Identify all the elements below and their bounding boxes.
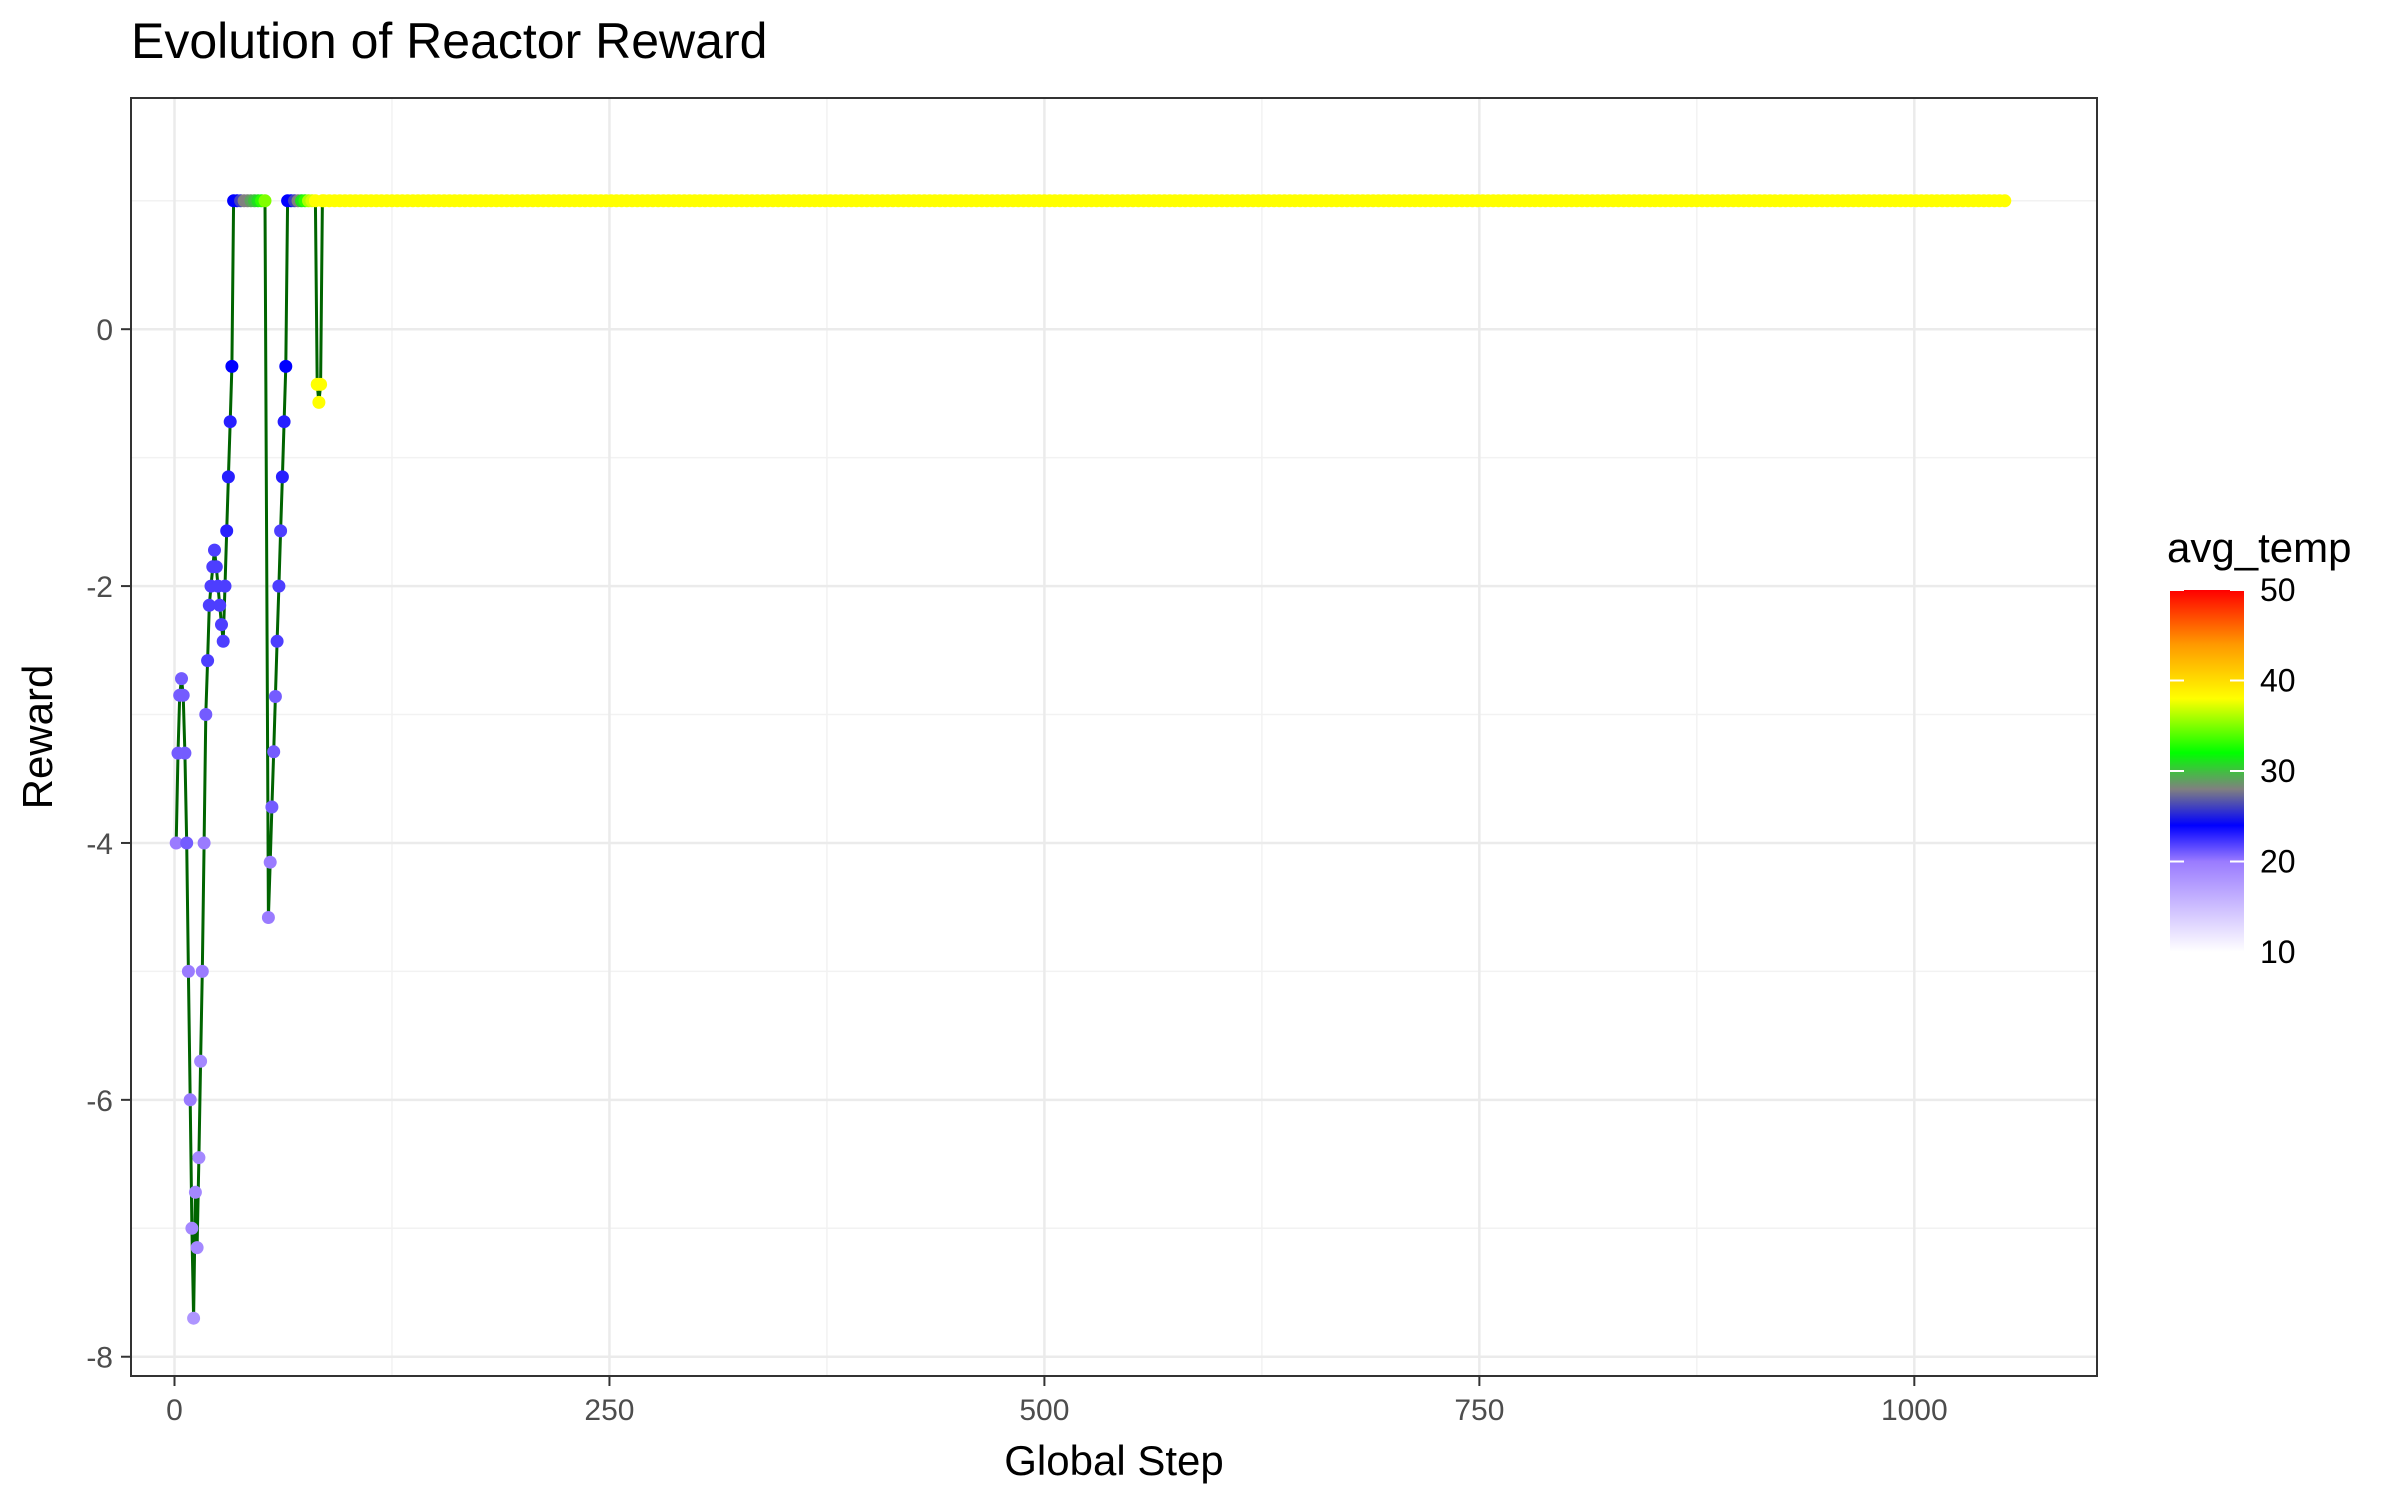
x-axis-label: Global Step <box>1004 1437 1223 1484</box>
x-tick-label: 250 <box>584 1394 634 1427</box>
data-point <box>215 618 228 632</box>
data-point <box>175 672 188 686</box>
data-point <box>220 524 234 538</box>
data-point <box>225 359 239 373</box>
y-tick-label: -6 <box>86 1085 113 1118</box>
chart-title: Evolution of Reactor Reward <box>131 13 767 69</box>
data-point <box>188 1185 202 1199</box>
data-point <box>277 415 291 429</box>
data-point <box>201 654 215 668</box>
y-tick-label: -4 <box>86 828 113 861</box>
data-point <box>1998 194 2012 208</box>
data-point <box>265 800 279 814</box>
data-point <box>216 634 230 648</box>
data-point <box>312 395 326 409</box>
data-point <box>185 1221 199 1235</box>
grid-major <box>131 98 2097 1376</box>
legend-tick-label: 30 <box>2260 753 2296 789</box>
data-point <box>194 1054 208 1068</box>
data-point <box>218 579 232 593</box>
data-point <box>192 1151 206 1165</box>
x-tick-label: 1000 <box>1881 1394 1948 1427</box>
data-point <box>180 836 194 850</box>
data-point <box>190 1241 204 1255</box>
legend-title: avg_temp <box>2167 524 2351 571</box>
x-tick-label: 750 <box>1454 1394 1504 1427</box>
data-point <box>199 708 213 721</box>
plot-panel <box>131 98 2097 1376</box>
data-point <box>187 1311 201 1325</box>
data-point <box>267 745 281 759</box>
y-tick-label: -8 <box>86 1342 113 1375</box>
legend-tick-label: 40 <box>2260 663 2296 699</box>
data-point <box>223 415 237 429</box>
data-point <box>183 1093 197 1107</box>
data-point <box>274 524 288 538</box>
data-point <box>221 470 235 484</box>
data-point <box>197 836 211 850</box>
data-point <box>178 746 192 760</box>
x-tick-label: 0 <box>166 1394 183 1427</box>
data-point <box>268 690 282 703</box>
data-point <box>202 598 216 612</box>
legend-ticks: 10 20 30 40 50 <box>2170 572 2296 970</box>
data-point <box>181 964 195 978</box>
plot-border <box>130 97 2098 1377</box>
y-tick-label: 0 <box>96 314 113 347</box>
data-point <box>258 194 272 208</box>
y-tick-label: -2 <box>86 571 113 604</box>
data-point <box>314 377 328 391</box>
data-point <box>272 579 286 593</box>
x-axis: 0 250 500 750 1000 <box>166 1376 1948 1427</box>
y-axis: -8 -6 -4 -2 0 <box>86 314 131 1375</box>
legend-tick-label: 10 <box>2260 934 2296 970</box>
data-point <box>263 855 277 869</box>
data-point <box>176 688 190 702</box>
legend-tick-label: 50 <box>2260 572 2296 608</box>
data-point <box>209 560 223 574</box>
data-point <box>213 598 227 612</box>
data-point <box>169 836 183 850</box>
legend: avg_temp 10 20 30 40 50 <box>2167 524 2351 970</box>
data-point <box>261 911 275 924</box>
x-tick-label: 500 <box>1019 1394 1069 1427</box>
legend-tick-label: 20 <box>2260 844 2296 880</box>
series-points <box>169 194 2012 1325</box>
data-point <box>195 964 209 978</box>
data-point <box>270 634 284 648</box>
data-point <box>279 359 293 373</box>
data-point <box>208 543 221 557</box>
data-point <box>275 470 289 484</box>
y-axis-label: Reward <box>14 665 61 810</box>
